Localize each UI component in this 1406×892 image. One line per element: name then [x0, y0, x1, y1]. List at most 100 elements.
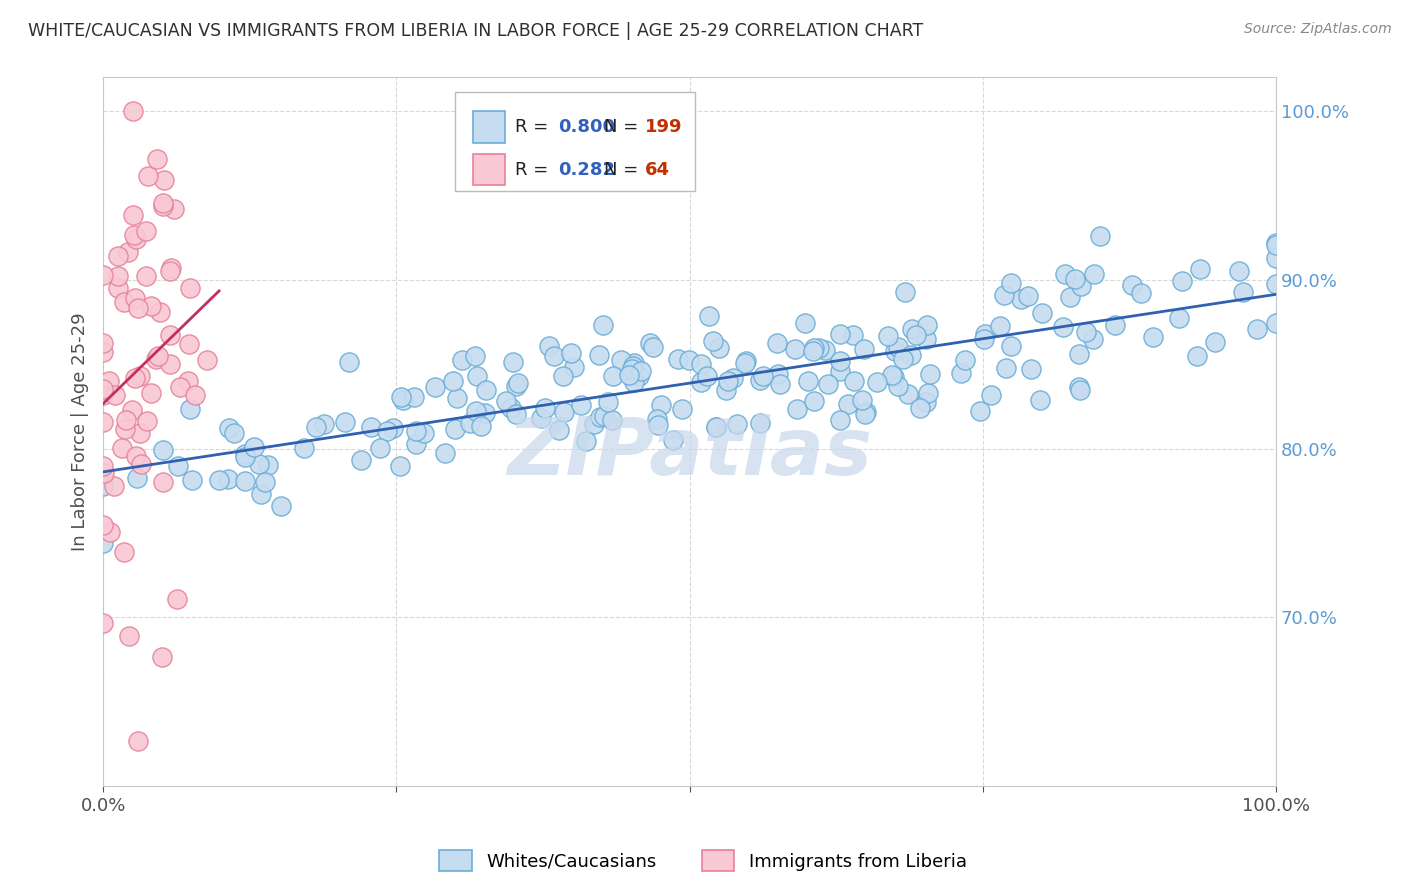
- Point: [508, 376, 530, 390]
- Point: [1265, 236, 1288, 251]
- Point: [735, 353, 758, 368]
- Point: [404, 390, 426, 404]
- Point: [169, 380, 191, 394]
- Point: [388, 458, 411, 473]
- Point: [112, 544, 135, 558]
- Point: [413, 425, 436, 440]
- Point: [988, 318, 1011, 333]
- Point: [666, 351, 689, 366]
- Point: [135, 269, 157, 284]
- Point: [974, 326, 997, 341]
- Point: [124, 291, 146, 305]
- Point: [243, 440, 266, 454]
- Point: [91, 268, 114, 282]
- Point: [734, 356, 756, 370]
- Point: [181, 473, 204, 487]
- Point: [769, 376, 792, 391]
- Point: [127, 734, 149, 748]
- Point: [465, 368, 488, 383]
- Point: [908, 401, 931, 415]
- Point: [1265, 252, 1288, 266]
- Point: [1031, 306, 1053, 320]
- Point: [786, 402, 808, 417]
- Point: [883, 369, 905, 384]
- Point: [749, 416, 772, 430]
- Point: [1129, 285, 1152, 300]
- Point: [794, 316, 817, 330]
- Point: [312, 417, 335, 432]
- Point: [152, 443, 174, 458]
- Point: [662, 434, 685, 448]
- Point: [1171, 274, 1194, 288]
- Point: [647, 418, 669, 433]
- Point: [499, 401, 522, 416]
- Point: [474, 405, 496, 419]
- Point: [569, 398, 592, 412]
- Point: [842, 374, 865, 388]
- Point: [159, 357, 181, 371]
- Point: [152, 199, 174, 213]
- Point: [894, 285, 917, 299]
- Point: [208, 473, 231, 487]
- Point: [1019, 361, 1042, 376]
- Point: [796, 374, 818, 388]
- Point: [702, 334, 724, 348]
- Point: [596, 394, 619, 409]
- Point: [125, 449, 148, 463]
- Point: [91, 536, 114, 550]
- Point: [749, 373, 772, 387]
- FancyBboxPatch shape: [472, 112, 505, 143]
- Point: [444, 422, 467, 436]
- Point: [167, 458, 190, 473]
- Point: [1000, 277, 1022, 291]
- Point: [638, 335, 661, 350]
- Point: [253, 475, 276, 489]
- Point: [828, 364, 851, 378]
- Point: [93, 467, 115, 481]
- Point: [886, 340, 908, 354]
- Point: [650, 398, 672, 412]
- Point: [152, 173, 174, 187]
- FancyBboxPatch shape: [456, 92, 696, 191]
- Point: [233, 447, 256, 461]
- Point: [1265, 277, 1288, 291]
- Point: [163, 202, 186, 216]
- Point: [560, 346, 582, 360]
- Point: [562, 360, 585, 375]
- Point: [897, 387, 920, 401]
- Point: [122, 208, 145, 222]
- Point: [725, 417, 748, 431]
- Point: [697, 309, 720, 323]
- Point: [917, 386, 939, 401]
- Point: [1265, 238, 1288, 252]
- Point: [993, 287, 1015, 301]
- Point: [91, 415, 114, 429]
- Point: [131, 457, 153, 471]
- Text: Source: ZipAtlas.com: Source: ZipAtlas.com: [1244, 22, 1392, 37]
- Point: [1227, 264, 1250, 278]
- Point: [124, 370, 146, 384]
- Point: [405, 437, 427, 451]
- Point: [706, 420, 728, 434]
- Point: [887, 379, 910, 393]
- Point: [768, 367, 790, 381]
- Point: [160, 261, 183, 276]
- Point: [179, 281, 201, 295]
- Point: [623, 375, 645, 389]
- Point: [917, 318, 939, 332]
- Point: [973, 333, 995, 347]
- Point: [111, 441, 134, 455]
- Text: N =: N =: [605, 118, 644, 136]
- Point: [623, 356, 645, 370]
- Point: [125, 232, 148, 246]
- Point: [305, 420, 328, 434]
- Point: [621, 359, 644, 373]
- Point: [103, 479, 125, 493]
- Legend: Whites/Caucasians, Immigrants from Liberia: Whites/Caucasians, Immigrants from Liber…: [432, 843, 974, 879]
- Point: [904, 327, 927, 342]
- Point: [368, 441, 391, 455]
- Point: [257, 458, 280, 473]
- Point: [852, 342, 875, 356]
- Point: [360, 420, 382, 434]
- Text: 199: 199: [645, 118, 682, 136]
